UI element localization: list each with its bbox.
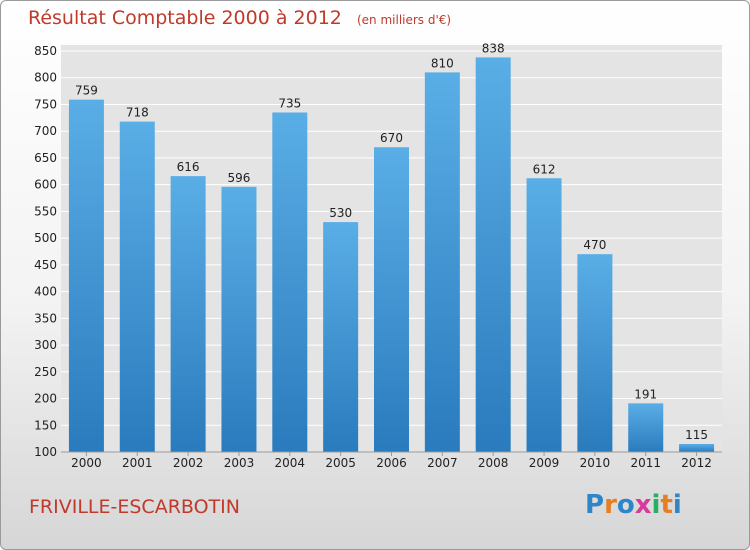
x-tick-label: 2012 xyxy=(681,456,712,470)
x-tick-label: 2003 xyxy=(224,456,255,470)
bar-value-label: 616 xyxy=(177,160,200,174)
city-name: FRIVILLE-ESCARBOTIN xyxy=(29,496,240,518)
bar-value-label: 670 xyxy=(380,131,403,145)
logo-letter: P xyxy=(585,490,605,520)
y-tick-label: 150 xyxy=(34,418,57,432)
bars: 759 718 616 596 735 530 670 810 838 612 470 191 115 xyxy=(68,41,715,453)
x-tick-label: 2002 xyxy=(173,456,204,470)
bar-value-label: 718 xyxy=(126,106,149,120)
logo-letter: x xyxy=(634,490,652,520)
bar-2002 xyxy=(170,176,206,452)
bar-2007 xyxy=(424,72,460,453)
logo-letter: o xyxy=(616,490,635,520)
y-tick-label: 450 xyxy=(34,258,57,272)
x-tick-label: 2008 xyxy=(478,456,509,470)
x-tick-label: 2009 xyxy=(529,456,560,470)
y-tick-label: 600 xyxy=(34,178,57,192)
bar-value-label: 596 xyxy=(228,171,251,185)
x-tick-label: 2001 xyxy=(122,456,153,470)
bar-2009 xyxy=(526,178,562,452)
y-tick-label: 250 xyxy=(34,365,57,379)
bar-2004 xyxy=(272,112,308,452)
bar-2005 xyxy=(323,222,359,452)
logo-letter: i xyxy=(672,490,682,520)
x-axis-ticks: 2000 2001 2002 2003 2004 2005 2006 2007 2008 2009… xyxy=(71,452,712,470)
logo-letter: r xyxy=(604,490,617,520)
x-tick-label: 2005 xyxy=(325,456,356,470)
x-tick-label: 2004 xyxy=(275,456,306,470)
y-tick-label: 800 xyxy=(34,71,57,85)
bar-2012 xyxy=(679,443,715,452)
proxiti-logo[interactable]: Proxiti xyxy=(585,490,682,520)
x-tick-label: 2011 xyxy=(630,456,661,470)
bar-2001 xyxy=(119,121,155,453)
y-tick-label: 650 xyxy=(34,151,57,165)
y-tick-label: 500 xyxy=(34,231,57,245)
bar-value-label: 735 xyxy=(278,96,301,110)
bar-value-label: 530 xyxy=(329,206,352,220)
bar-value-label: 810 xyxy=(431,56,454,70)
x-tick-label: 2000 xyxy=(71,456,102,470)
bar-2003 xyxy=(221,186,257,452)
bar-value-label: 115 xyxy=(685,428,708,442)
logo-letter: t xyxy=(660,490,673,520)
y-tick-label: 400 xyxy=(34,285,57,299)
chart-subtitle: (en milliers d'€) xyxy=(356,13,452,27)
logo-letter: i xyxy=(651,490,661,520)
y-tick-label: 750 xyxy=(34,97,57,111)
y-tick-label: 350 xyxy=(34,311,57,325)
y-tick-label: 550 xyxy=(34,204,57,218)
y-tick-label: 200 xyxy=(34,392,57,406)
bar-value-label: 612 xyxy=(533,162,556,176)
title-row: Résultat Comptable 2000 à 2012 (en milli… xyxy=(28,7,451,29)
bar-2008 xyxy=(475,57,511,452)
y-axis-ticks: 100 150 200 250 300 350 400 450 500 550 600 650 700 7… xyxy=(34,44,57,459)
x-tick-label: 2007 xyxy=(427,456,458,470)
bar-value-label: 191 xyxy=(634,387,657,401)
bar-value-label: 759 xyxy=(75,84,98,98)
bar-value-label: 470 xyxy=(583,238,606,252)
y-tick-label: 100 xyxy=(34,445,57,459)
bar-2000 xyxy=(68,99,104,452)
bar-2006 xyxy=(374,147,409,453)
bar-value-label: 838 xyxy=(482,41,505,55)
chart-title: Résultat Comptable 2000 à 2012 xyxy=(28,7,342,29)
x-tick-label: 2010 xyxy=(580,456,611,470)
bar-2011 xyxy=(628,403,664,452)
x-tick-label: 2006 xyxy=(376,456,407,470)
bar-2010 xyxy=(577,254,613,452)
y-tick-label: 700 xyxy=(34,124,57,138)
y-tick-label: 300 xyxy=(34,338,57,352)
y-tick-label: 850 xyxy=(34,44,57,58)
